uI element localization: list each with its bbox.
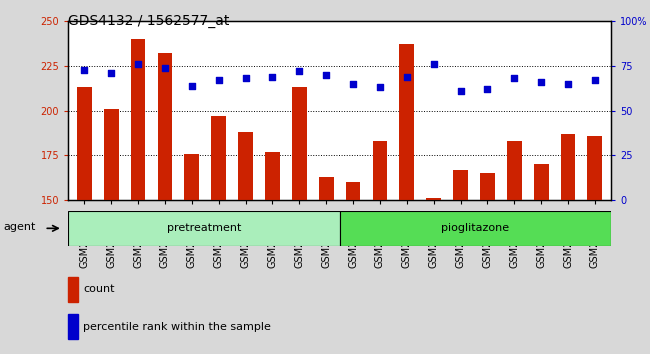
Point (482, 86, 493, 92)
Point (536, 79, 547, 85)
Point (402, 74, 412, 80)
Bar (185, 154, 200, 200)
Text: agent: agent (3, 222, 36, 232)
Bar (238, 132, 253, 200)
Bar (588, 136, 603, 200)
Bar (318, 177, 333, 200)
Point (267, 74, 278, 80)
Point (106, 70, 116, 76)
Point (348, 81, 358, 87)
Bar (131, 39, 146, 200)
Bar (211, 116, 226, 200)
Bar (426, 198, 441, 200)
Text: pretreatment: pretreatment (167, 223, 241, 233)
Point (160, 65, 170, 70)
Point (375, 85, 385, 90)
Bar (339, 211, 611, 246)
Bar (399, 45, 414, 200)
Point (428, 61, 439, 67)
Bar (346, 182, 361, 200)
Point (563, 81, 573, 87)
Bar (372, 141, 387, 200)
Bar (104, 109, 119, 200)
Bar (507, 141, 522, 200)
Bar (157, 53, 172, 200)
Point (133, 61, 143, 67)
Bar (292, 87, 307, 200)
Text: pioglitazone: pioglitazone (441, 223, 510, 233)
Bar (480, 173, 495, 200)
Point (213, 78, 224, 83)
Bar (68, 314, 78, 339)
Point (187, 83, 197, 88)
Text: percentile rank within the sample: percentile rank within the sample (83, 322, 271, 332)
Bar (534, 164, 549, 200)
Point (456, 88, 466, 94)
Bar (453, 170, 468, 200)
Point (294, 68, 304, 74)
Point (509, 76, 519, 81)
Point (590, 78, 600, 83)
Point (321, 72, 332, 78)
Text: count: count (83, 284, 115, 294)
Bar (77, 87, 92, 200)
Point (240, 76, 251, 81)
Bar (68, 211, 339, 246)
Text: GDS4132 / 1562577_at: GDS4132 / 1562577_at (68, 14, 229, 28)
Bar (265, 152, 280, 200)
Bar (68, 277, 78, 302)
Point (79, 67, 90, 72)
Bar (560, 134, 575, 200)
